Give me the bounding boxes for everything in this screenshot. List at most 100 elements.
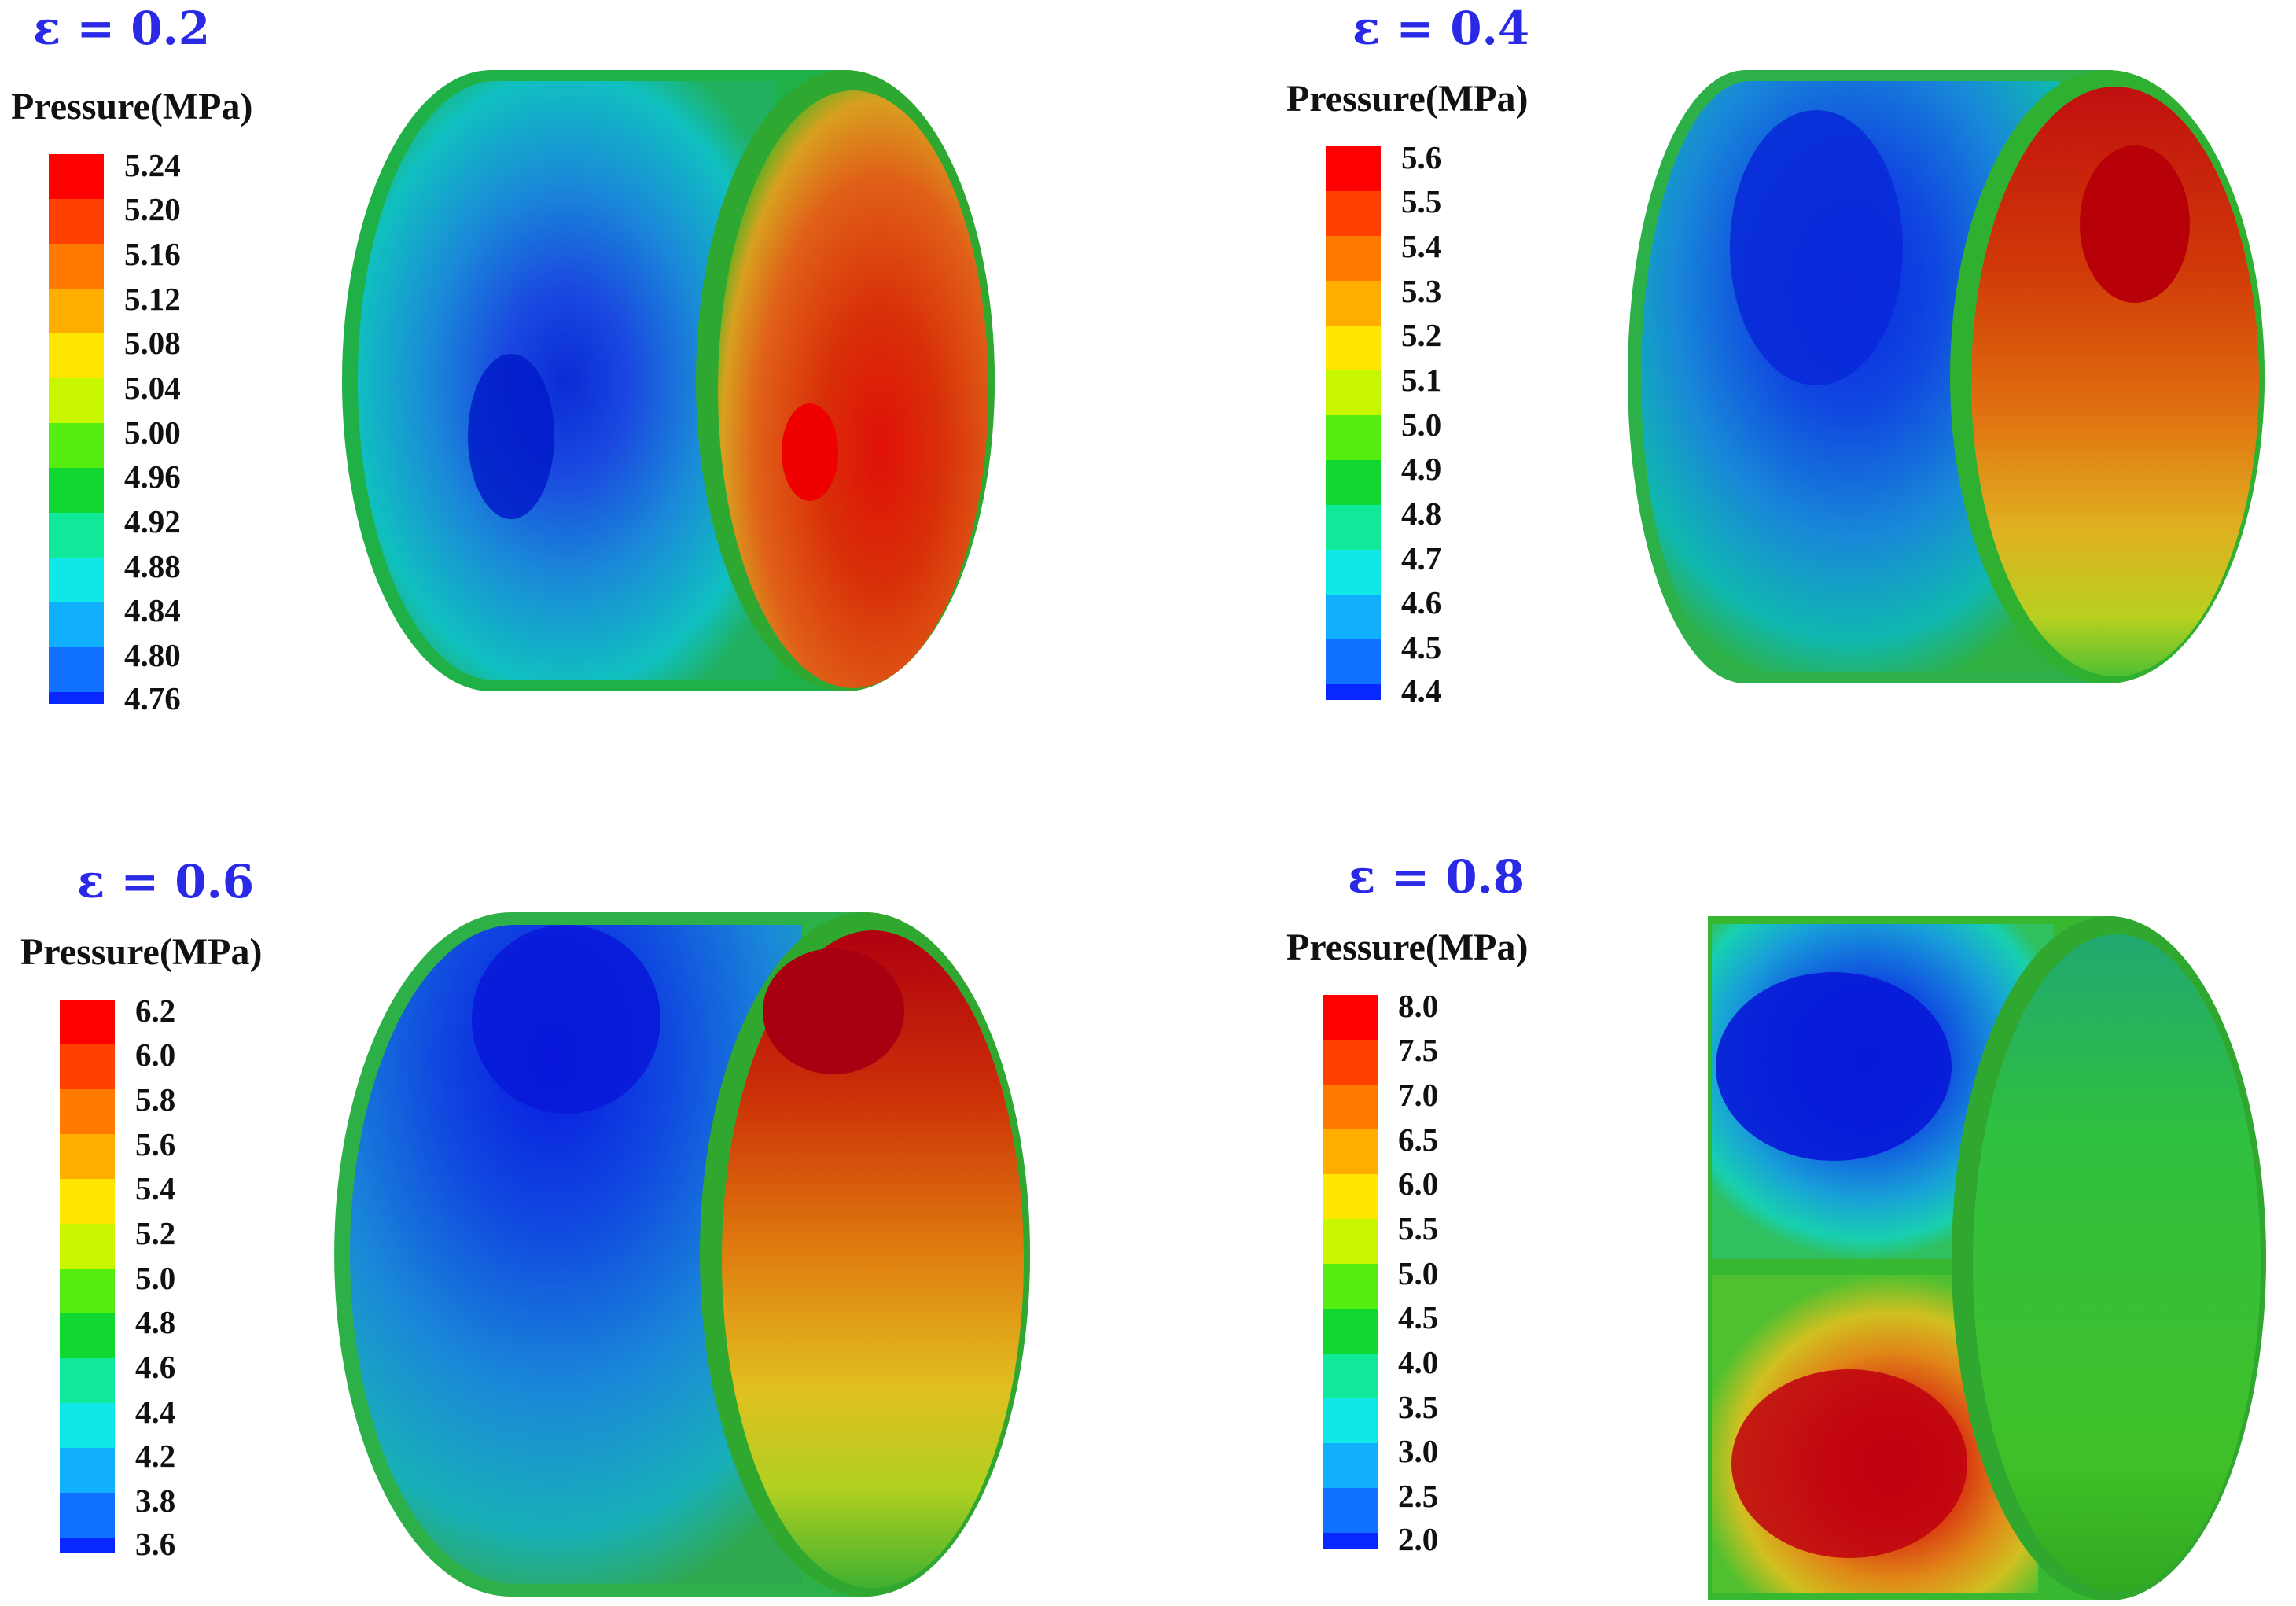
panel-eps-0-8: ε = 0.8 Pressure(MPa) 8.0 7.5 7.0 6.5 6.… <box>1148 803 2296 1606</box>
legend-tick: 5.0 <box>135 1260 176 1296</box>
legend-tick: 5.8 <box>135 1081 176 1118</box>
legend-swatch <box>1323 995 1378 1040</box>
legend-swatch <box>49 423 104 468</box>
pressure-contour-cylinder <box>1628 70 2265 683</box>
panel-eps-0-2: ε = 0.2 Pressure(MPa) 5.24 5.20 5.16 5.1… <box>0 0 1148 803</box>
legend-tick: 5.4 <box>1401 228 1442 264</box>
legend-swatch <box>49 199 104 244</box>
pressure-contour-cylinder <box>334 912 1030 1597</box>
legend-tick: 3.8 <box>135 1483 176 1519</box>
legend-swatch <box>60 1448 115 1493</box>
legend-tick: 4.80 <box>124 637 181 673</box>
legend-swatch <box>1323 1354 1378 1398</box>
legend-tick: 4.4 <box>1401 672 1442 709</box>
legend-swatch <box>60 1269 115 1313</box>
legend-swatch <box>1323 1264 1378 1309</box>
legend-tick: 6.5 <box>1398 1122 1439 1158</box>
legend-tick: 2.5 <box>1398 1478 1439 1514</box>
pressure-contour-cylinder <box>1708 916 2266 1600</box>
legend-tick: 5.5 <box>1398 1210 1439 1247</box>
legend-swatch <box>49 513 104 558</box>
legend-swatch <box>60 1000 115 1044</box>
legend-tick: 5.2 <box>1401 317 1442 353</box>
legend-tick: 5.6 <box>135 1126 176 1162</box>
legend-tick: 5.5 <box>1401 183 1442 219</box>
legend-tick: 4.8 <box>1401 495 1442 532</box>
legend-swatch <box>60 1224 115 1269</box>
legend-swatch <box>60 1493 115 1538</box>
legend-swatch <box>1326 415 1381 460</box>
legend-title: Pressure(MPa) <box>1286 78 1529 120</box>
legend-swatch <box>1323 1219 1378 1264</box>
legend-swatch <box>1323 1040 1378 1085</box>
legend-tick: 4.84 <box>124 592 181 628</box>
legend-swatch <box>49 333 104 378</box>
legend-swatch <box>1326 460 1381 505</box>
legend-swatch <box>1326 595 1381 639</box>
legend-title: Pressure(MPa) <box>1286 926 1529 968</box>
legend-swatch <box>60 1044 115 1089</box>
legend-swatch <box>1326 281 1381 326</box>
legend-swatch <box>60 1358 115 1403</box>
legend-title: Pressure(MPa) <box>11 86 253 127</box>
legend-tick: 4.5 <box>1401 629 1442 665</box>
legend-tick: 6.2 <box>135 993 176 1029</box>
legend-tick: 4.4 <box>135 1394 176 1430</box>
legend-tick: 3.6 <box>135 1526 176 1562</box>
legend-tick: 4.96 <box>124 459 181 495</box>
legend-tick: 5.4 <box>135 1170 176 1206</box>
legend-tick: 7.0 <box>1398 1077 1439 1113</box>
legend-tick: 5.12 <box>124 281 181 317</box>
legend-tick: 7.5 <box>1398 1032 1439 1068</box>
legend-tick: 8.0 <box>1398 988 1439 1024</box>
legend-tick: 4.6 <box>1401 584 1442 621</box>
legend-tick: 4.0 <box>1398 1344 1439 1380</box>
legend-tick: 4.76 <box>124 680 181 716</box>
legend-swatch <box>1326 550 1381 595</box>
legend-swatch <box>1323 1309 1378 1354</box>
legend-tick: 2.0 <box>1398 1521 1439 1557</box>
legend-swatch <box>49 692 104 704</box>
legend-swatch <box>1326 326 1381 370</box>
legend-tick: 4.9 <box>1401 451 1442 487</box>
legend-swatch <box>60 1403 115 1448</box>
legend-swatch <box>49 289 104 333</box>
legend-tick: 4.92 <box>124 503 181 540</box>
pressure-contour-cylinder <box>342 70 995 691</box>
legend-tick: 4.7 <box>1401 540 1442 576</box>
legend-swatch <box>1323 1533 1378 1549</box>
panel-eps-0-4: ε = 0.4 Pressure(MPa) 5.6 5.5 5.4 5.3 5.… <box>1148 0 2296 803</box>
legend-tick: 5.00 <box>124 414 181 451</box>
legend-tick: 4.6 <box>135 1349 176 1385</box>
legend-tick: 6.0 <box>1398 1166 1439 1202</box>
legend-swatch <box>60 1313 115 1358</box>
legend-tick: 5.2 <box>135 1215 176 1251</box>
legend-swatch <box>1323 1398 1378 1443</box>
legend-swatch <box>1326 639 1381 684</box>
legend-swatch <box>60 1089 115 1134</box>
legend-tick: 5.20 <box>124 191 181 227</box>
legend-swatch <box>60 1134 115 1179</box>
legend-tick: 5.6 <box>1401 139 1442 175</box>
epsilon-label: ε = 0.4 <box>1352 2 1530 55</box>
legend-swatch <box>1326 370 1381 415</box>
legend-swatch <box>60 1179 115 1224</box>
legend-tick: 4.2 <box>135 1438 176 1474</box>
legend-tick: 4.5 <box>1398 1299 1439 1335</box>
epsilon-label: ε = 0.6 <box>77 855 255 908</box>
legend-swatch <box>1323 1129 1378 1174</box>
legend-tick: 5.04 <box>124 370 181 406</box>
legend-swatch <box>60 1538 115 1553</box>
panel-eps-0-6: ε = 0.6 Pressure(MPa) 6.2 6.0 5.8 5.6 5.… <box>0 803 1148 1606</box>
legend-swatch <box>1323 1488 1378 1533</box>
legend-tick: 5.08 <box>124 325 181 361</box>
legend-swatch <box>49 378 104 423</box>
epsilon-label: ε = 0.2 <box>33 2 211 55</box>
legend-tick: 5.3 <box>1401 273 1442 309</box>
legend-swatch <box>1326 505 1381 550</box>
legend-tick: 6.0 <box>135 1037 176 1073</box>
legend-tick: 5.16 <box>124 236 181 272</box>
legend-tick: 5.24 <box>124 147 181 183</box>
legend-swatch <box>1326 191 1381 236</box>
legend-swatch <box>1323 1443 1378 1488</box>
